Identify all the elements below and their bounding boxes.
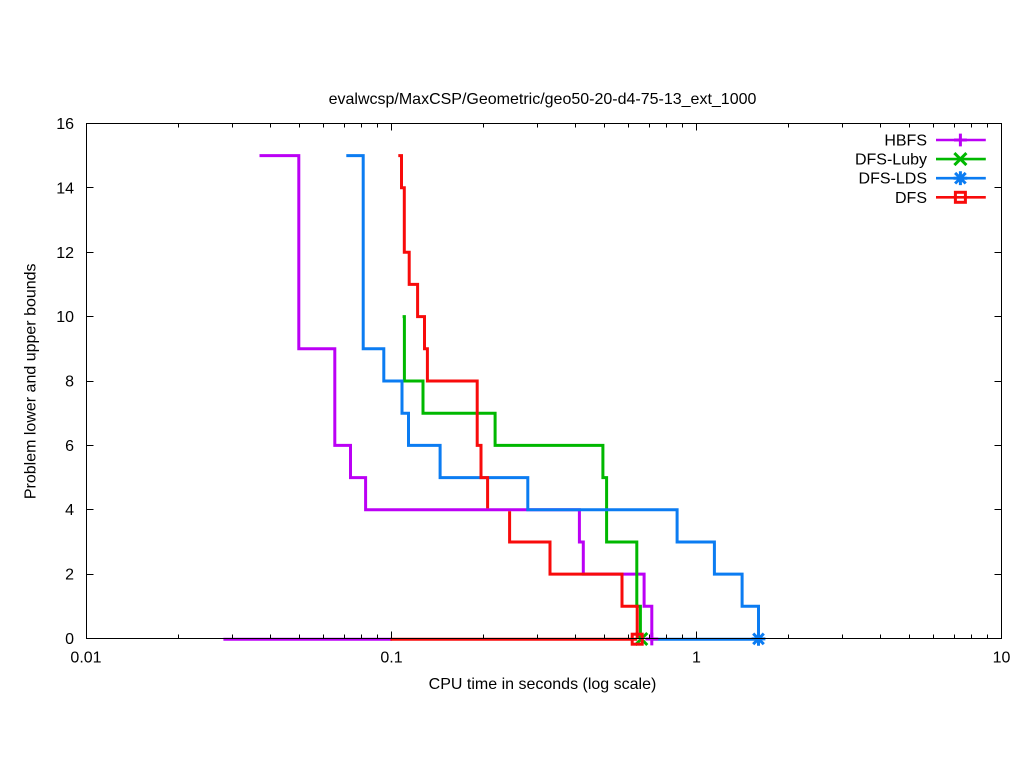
svg-text:6: 6 — [65, 438, 74, 455]
svg-text:CPU time in seconds (log scale: CPU time in seconds (log scale) — [429, 676, 657, 693]
svg-text:16: 16 — [56, 116, 74, 133]
svg-text:DFS-LDS: DFS-LDS — [859, 171, 927, 188]
svg-text:12: 12 — [56, 245, 74, 262]
svg-text:evalwcsp/MaxCSP/Geometric/geo5: evalwcsp/MaxCSP/Geometric/geo50-20-d4-75… — [329, 91, 757, 108]
svg-text:HBFS: HBFS — [884, 133, 927, 150]
svg-text:1: 1 — [692, 650, 701, 667]
svg-text:DFS-Luby: DFS-Luby — [855, 152, 927, 169]
svg-text:8: 8 — [65, 374, 74, 391]
svg-text:4: 4 — [65, 502, 74, 519]
svg-text:0: 0 — [65, 631, 74, 648]
svg-text:DFS: DFS — [895, 190, 927, 207]
svg-text:10: 10 — [56, 309, 74, 326]
svg-text:Problem lower and upper bounds: Problem lower and upper bounds — [23, 263, 40, 499]
svg-text:2: 2 — [65, 567, 74, 584]
svg-text:14: 14 — [56, 180, 74, 197]
svg-text:10: 10 — [993, 650, 1011, 667]
svg-text:0.01: 0.01 — [70, 650, 101, 667]
svg-text:0.1: 0.1 — [380, 650, 402, 667]
